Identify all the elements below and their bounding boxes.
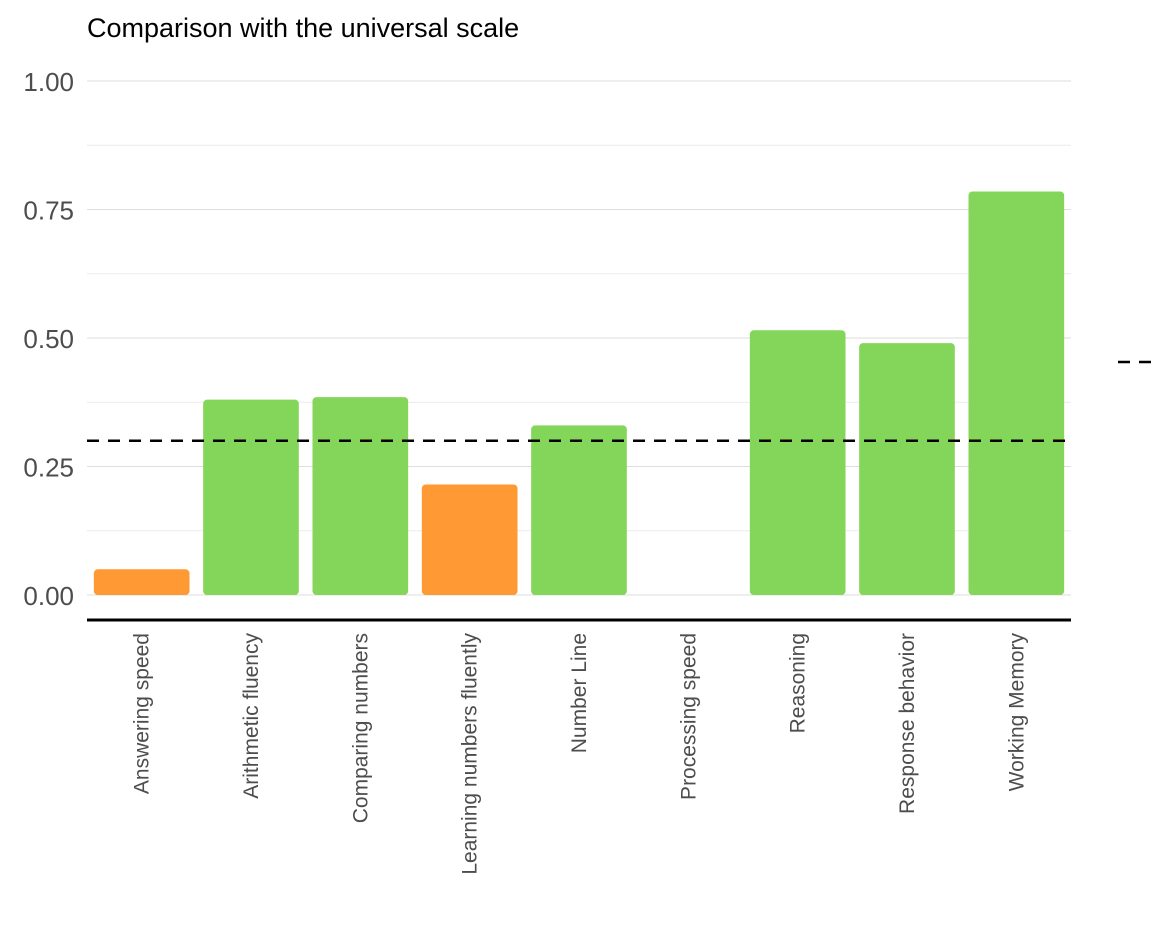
bars xyxy=(93,191,1065,595)
y-tick-label: 0.25 xyxy=(23,453,74,483)
bar xyxy=(203,399,299,595)
x-tick-label: Number Line xyxy=(568,633,591,753)
y-axis-ticks: 0.00 0.25 0.50 0.75 1.00 xyxy=(23,67,74,611)
bar xyxy=(421,484,518,595)
x-tick-label: Response behavior xyxy=(896,633,919,814)
y-tick-label: 0.00 xyxy=(23,581,74,611)
bar xyxy=(749,330,846,595)
x-tick-label: Working Memory xyxy=(1005,633,1028,792)
x-tick-label: Arithmetic fluency xyxy=(240,633,263,799)
x-tick-label: Answering speed xyxy=(131,633,154,794)
chart-title: Comparison with the universal scale xyxy=(87,13,519,43)
y-tick-label: 0.50 xyxy=(23,324,74,354)
bar xyxy=(968,191,1065,595)
bar xyxy=(531,425,627,595)
y-tick-label: 1.00 xyxy=(23,67,74,97)
x-tick-label: Processing speed xyxy=(677,633,700,800)
x-tick-label: Learning numbers fluently xyxy=(459,633,482,875)
x-tick-label: Reasoning xyxy=(787,633,810,733)
x-axis-ticks: Answering speed Arithmetic fluency Compari… xyxy=(131,633,1029,875)
bar xyxy=(859,343,955,595)
x-tick-label: Comparing numbers xyxy=(349,633,372,823)
y-tick-label: 0.75 xyxy=(23,196,74,226)
bar xyxy=(312,397,409,595)
bar xyxy=(93,569,190,595)
